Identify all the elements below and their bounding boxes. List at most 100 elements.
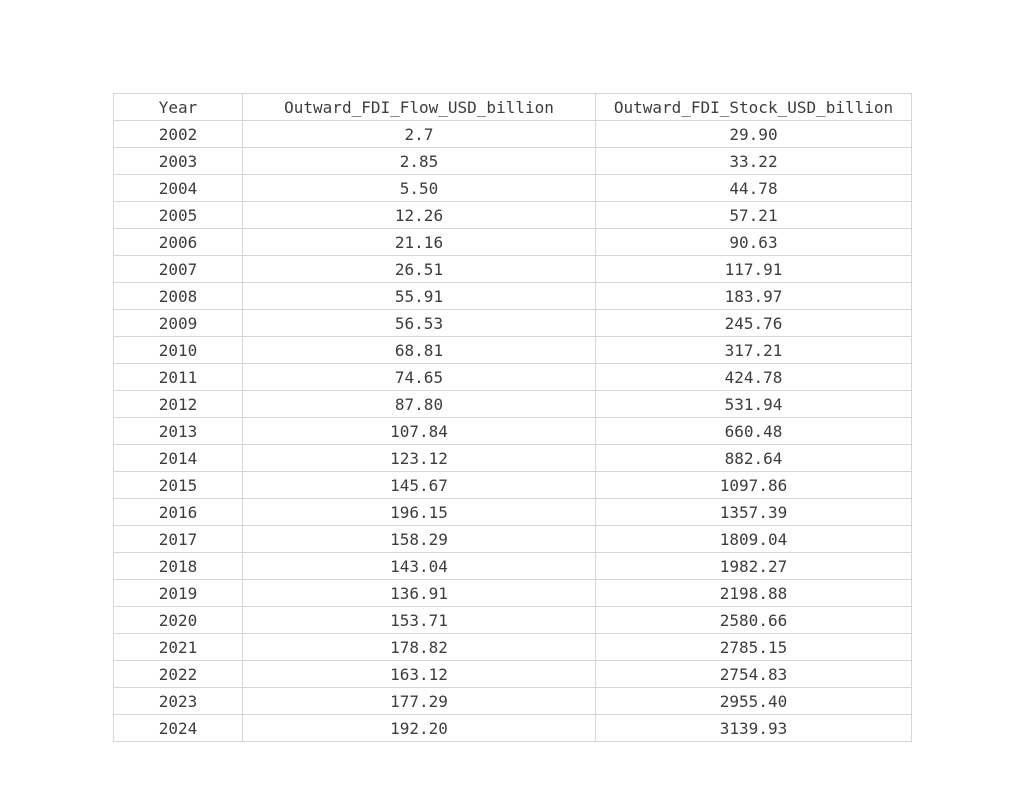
table-cell: 2011 [113,363,243,391]
table-cell: 2006 [113,228,243,256]
table-cell: 2019 [113,579,243,607]
table-cell: 26.51 [242,255,596,283]
table-cell: 2.85 [242,147,596,175]
table-row: 2020 153.71 2580.66 [113,606,912,634]
table-row: 2003 2.85 33.22 [113,147,912,175]
table-cell: 2004 [113,174,243,202]
table-cell: 2003 [113,147,243,175]
table-cell: 3139.93 [595,714,912,742]
table-cell: 2754.83 [595,660,912,688]
table-cell: 2014 [113,444,243,472]
table-row: 2023 177.29 2955.40 [113,687,912,715]
table-row: 2011 74.65 424.78 [113,363,912,391]
table-cell: 2002 [113,120,243,148]
table-cell: 192.20 [242,714,596,742]
table-cell: 1357.39 [595,498,912,526]
table-row: 2005 12.26 57.21 [113,201,912,229]
table-row: 2024 192.20 3139.93 [113,714,912,742]
table-row: 2014 123.12 882.64 [113,444,912,472]
table-row: 2021 178.82 2785.15 [113,633,912,661]
table-cell: 117.91 [595,255,912,283]
table-cell: 2023 [113,687,243,715]
table-row: 2008 55.91 183.97 [113,282,912,310]
table-container: Year Outward_FDI_Flow_USD_billion Outward_… [113,93,912,742]
table-cell: 2022 [113,660,243,688]
table-cell: 2016 [113,498,243,526]
table-cell: 660.48 [595,417,912,445]
table-cell: 12.26 [242,201,596,229]
table-row: 2007 26.51 117.91 [113,255,912,283]
table-cell: 1809.04 [595,525,912,553]
table-cell: 1982.27 [595,552,912,580]
table-cell: 123.12 [242,444,596,472]
table-header-row: Year Outward_FDI_Flow_USD_billion Outward_… [113,93,912,121]
table-cell: 2008 [113,282,243,310]
table-cell: 2024 [113,714,243,742]
table-cell: 2010 [113,336,243,364]
table-cell: 2785.15 [595,633,912,661]
column-header-year: Year [113,93,243,121]
table-cell: 2012 [113,390,243,418]
fdi-data-table: Year Outward_FDI_Flow_USD_billion Outward_… [113,93,912,742]
table-cell: 44.78 [595,174,912,202]
table-cell: 317.21 [595,336,912,364]
table-row: 2017 158.29 1809.04 [113,525,912,553]
table-cell: 2.7 [242,120,596,148]
table-cell: 2021 [113,633,243,661]
table-cell: 245.76 [595,309,912,337]
table-row: 2010 68.81 317.21 [113,336,912,364]
table-cell: 1097.86 [595,471,912,499]
table-cell: 90.63 [595,228,912,256]
table-cell: 55.91 [242,282,596,310]
table-cell: 21.16 [242,228,596,256]
table-row: 2015 145.67 1097.86 [113,471,912,499]
table-row: 2006 21.16 90.63 [113,228,912,256]
table-cell: 29.90 [595,120,912,148]
table-cell: 177.29 [242,687,596,715]
table-cell: 107.84 [242,417,596,445]
table-row: 2018 143.04 1982.27 [113,552,912,580]
table-cell: 145.67 [242,471,596,499]
table-row: 2004 5.50 44.78 [113,174,912,202]
table-cell: 2580.66 [595,606,912,634]
table-row: 2019 136.91 2198.88 [113,579,912,607]
table-row: 2002 2.7 29.90 [113,120,912,148]
table-row: 2012 87.80 531.94 [113,390,912,418]
table-cell: 143.04 [242,552,596,580]
table-cell: 196.15 [242,498,596,526]
table-cell: 178.82 [242,633,596,661]
table-cell: 2005 [113,201,243,229]
table-cell: 68.81 [242,336,596,364]
table-body: 2002 2.7 29.90 2003 2.85 33.22 2004 5.50 44.78 20… [113,120,912,742]
column-header-outward_fdi_flow_usd_billion: Outward_FDI_Flow_USD_billion [242,93,596,121]
table-cell: 882.64 [595,444,912,472]
table-cell: 2198.88 [595,579,912,607]
table-cell: 2017 [113,525,243,553]
table-cell: 57.21 [595,201,912,229]
table-cell: 136.91 [242,579,596,607]
table-cell: 2009 [113,309,243,337]
table-cell: 2013 [113,417,243,445]
table-row: 2013 107.84 660.48 [113,417,912,445]
table-cell: 2955.40 [595,687,912,715]
table-cell: 424.78 [595,363,912,391]
table-cell: 5.50 [242,174,596,202]
table-cell: 56.53 [242,309,596,337]
table-cell: 74.65 [242,363,596,391]
table-cell: 183.97 [595,282,912,310]
table-cell: 531.94 [595,390,912,418]
table-cell: 163.12 [242,660,596,688]
table-cell: 153.71 [242,606,596,634]
table-cell: 158.29 [242,525,596,553]
table-row: 2009 56.53 245.76 [113,309,912,337]
table-cell: 87.80 [242,390,596,418]
table-row: 2022 163.12 2754.83 [113,660,912,688]
table-cell: 2015 [113,471,243,499]
table-cell: 2020 [113,606,243,634]
table-cell: 33.22 [595,147,912,175]
table-row: 2016 196.15 1357.39 [113,498,912,526]
table-cell: 2018 [113,552,243,580]
column-header-outward_fdi_stock_usd_billion: Outward_FDI_Stock_USD_billion [595,93,912,121]
table-header: Year Outward_FDI_Flow_USD_billion Outward_… [113,93,912,121]
table-cell: 2007 [113,255,243,283]
